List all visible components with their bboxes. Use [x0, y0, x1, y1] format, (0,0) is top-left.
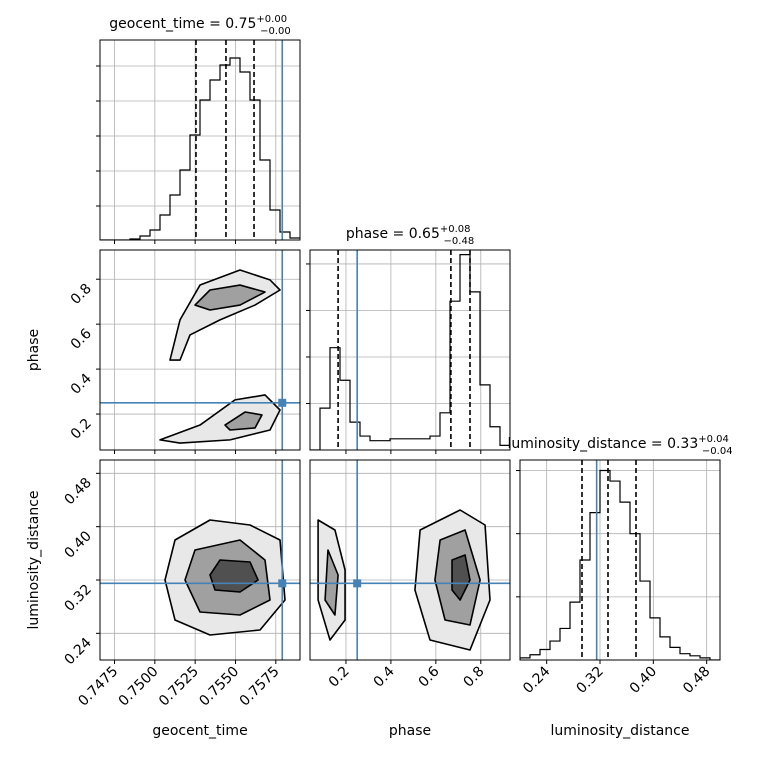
title-plus: +0.08 [440, 224, 471, 235]
x-axis-label: luminosity_distance [550, 723, 689, 739]
panel-frame [99, 39, 301, 241]
x-tick-label: 0.6 [416, 663, 443, 690]
y-tick-label: 0.32 [61, 582, 94, 615]
contour [194, 284, 266, 311]
x-tick-label: 0.7575 [237, 664, 283, 710]
panel [100, 460, 300, 660]
x-axis-label: geocent_time [152, 723, 247, 739]
y-tick-label: 0.40 [61, 528, 94, 561]
histogram [520, 469, 720, 660]
panel-title: geocent_time = 0.75+0.00 −0.00 [109, 14, 290, 37]
title-plus: +0.04 [698, 434, 729, 445]
y-tick-label: 0.6 [68, 326, 95, 353]
y-tick-label: 0.4 [68, 371, 95, 398]
x-tick-label: 0.40 [627, 664, 660, 697]
y-axis-label: luminosity_distance [26, 490, 42, 629]
contour [159, 394, 281, 444]
x-tick-label: 0.4 [371, 663, 398, 690]
y-tick-label: 0.8 [68, 281, 95, 308]
x-tick-label: 0.32 [573, 664, 606, 697]
x-tick-label: 0.7525 [156, 664, 202, 710]
panel-title: luminosity_distance = 0.33+0.04 −0.04 [507, 434, 732, 457]
panel [100, 40, 300, 240]
truth-marker [278, 398, 287, 407]
histogram [310, 254, 510, 450]
x-tick-label: 0.7500 [116, 664, 162, 710]
contour [224, 411, 263, 431]
title-text: geocent_time = 0.75 [109, 16, 256, 32]
y-tick-label: 0.48 [61, 475, 94, 508]
panel-frame [99, 249, 301, 451]
title-text: phase = 0.65 [346, 226, 440, 242]
title-minus: −0.00 [260, 26, 291, 37]
panel [100, 250, 300, 450]
x-tick-label: 0.24 [520, 663, 553, 696]
panel [520, 460, 720, 660]
contour [451, 554, 471, 601]
x-tick-label: 0.7475 [75, 664, 121, 710]
title-text: luminosity_distance = 0.33 [507, 436, 698, 452]
title-minus: −0.04 [702, 446, 733, 457]
panel-frame [519, 459, 721, 661]
panel-frame [309, 459, 511, 661]
panel-title: phase = 0.65+0.08 −0.48 [346, 224, 474, 247]
panel-frame [99, 459, 301, 661]
panel [310, 250, 510, 450]
y-axis-label: phase [26, 329, 42, 371]
contour [169, 269, 281, 361]
x-axis-label: phase [389, 723, 431, 739]
x-tick-label: 0.7550 [196, 664, 242, 710]
title-plus: +0.00 [256, 14, 287, 25]
y-tick-label: 0.2 [68, 416, 95, 443]
histogram [100, 57, 300, 240]
panel-frame [309, 249, 511, 451]
truth-marker [278, 579, 287, 588]
panel [310, 460, 510, 660]
title-minus: −0.48 [444, 236, 475, 247]
x-tick-label: 0.2 [326, 664, 353, 691]
truth-marker [353, 579, 362, 588]
y-tick-label: 0.24 [61, 635, 94, 668]
x-tick-label: 0.8 [461, 664, 488, 691]
x-tick-label: 0.48 [680, 664, 713, 697]
